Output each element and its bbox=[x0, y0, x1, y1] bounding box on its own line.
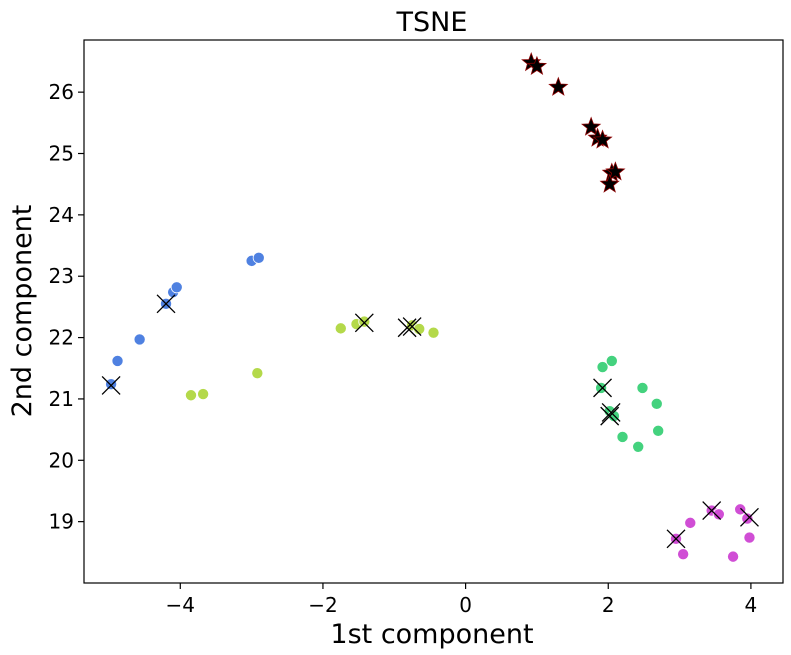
plot-frame bbox=[83, 39, 784, 584]
series-star-cluster bbox=[521, 52, 626, 193]
star-point bbox=[548, 76, 569, 96]
y-axis-label: 2nd component bbox=[7, 205, 38, 418]
data-point bbox=[334, 322, 347, 335]
y-axis-ticks: 19 20 21 22 23 24 25 26 bbox=[49, 80, 84, 534]
y-tick-label: 25 bbox=[49, 142, 74, 166]
data-point bbox=[413, 322, 426, 335]
x-tick-label: −2 bbox=[308, 593, 337, 617]
chart-title: TSNE bbox=[396, 7, 468, 38]
y-tick-label: 26 bbox=[49, 80, 74, 104]
x-tick-label: 2 bbox=[602, 593, 615, 617]
data-point bbox=[251, 367, 264, 380]
data-point bbox=[712, 508, 725, 521]
data-point bbox=[743, 531, 756, 544]
x-tick-label: 4 bbox=[745, 593, 758, 617]
data-point bbox=[616, 430, 629, 443]
x-axis-label: 1st component bbox=[330, 619, 533, 650]
data-point bbox=[632, 440, 645, 453]
y-tick-label: 19 bbox=[49, 510, 74, 534]
series-blue-cluster bbox=[105, 251, 265, 391]
star-point bbox=[605, 161, 626, 181]
y-tick-label: 23 bbox=[49, 264, 74, 288]
data-point bbox=[252, 251, 265, 264]
x-tick-label: 0 bbox=[459, 593, 472, 617]
x-tick-label: −4 bbox=[166, 593, 195, 617]
star-point bbox=[592, 129, 613, 149]
series-centroid-markers bbox=[101, 294, 759, 549]
y-tick-label: 22 bbox=[49, 326, 74, 350]
centroid-x-marker bbox=[601, 402, 621, 422]
plot-marks bbox=[101, 52, 759, 563]
centroid-x-marker bbox=[402, 317, 422, 336]
y-tick-label: 20 bbox=[49, 448, 74, 472]
centroid-x-marker bbox=[593, 378, 613, 398]
series-green-cluster bbox=[595, 354, 665, 453]
centroid-x-marker bbox=[740, 507, 759, 527]
data-point bbox=[636, 381, 649, 394]
data-point bbox=[677, 548, 690, 561]
centroid-x-marker bbox=[600, 406, 620, 426]
star-point bbox=[526, 55, 548, 75]
y-tick-label: 24 bbox=[49, 203, 74, 227]
data-point bbox=[684, 516, 697, 529]
data-point bbox=[605, 354, 618, 367]
data-point bbox=[358, 315, 371, 328]
data-point bbox=[427, 326, 440, 339]
data-point bbox=[734, 503, 747, 516]
data-point bbox=[105, 378, 118, 391]
data-point bbox=[650, 397, 663, 410]
centroid-x-marker bbox=[702, 501, 722, 521]
x-axis-ticks: −4 −2 0 2 4 bbox=[166, 583, 758, 617]
centroid-x-marker bbox=[354, 313, 374, 333]
data-point bbox=[727, 550, 740, 563]
data-point bbox=[596, 361, 609, 374]
y-tick-label: 21 bbox=[49, 387, 74, 411]
star-point bbox=[599, 173, 620, 193]
data-point bbox=[595, 381, 608, 394]
centroid-x-marker bbox=[156, 294, 176, 314]
data-point bbox=[652, 424, 665, 437]
data-point bbox=[133, 333, 146, 346]
star-point bbox=[581, 116, 602, 136]
series-yellow-green-cluster bbox=[184, 315, 440, 402]
centroid-x-marker bbox=[666, 529, 686, 549]
data-point bbox=[170, 281, 183, 294]
data-point bbox=[111, 354, 124, 367]
series-magenta-cluster bbox=[670, 503, 756, 563]
centroid-x-marker bbox=[101, 375, 121, 395]
centroid-x-marker bbox=[397, 318, 417, 338]
data-point bbox=[197, 388, 210, 401]
data-point bbox=[184, 389, 197, 402]
